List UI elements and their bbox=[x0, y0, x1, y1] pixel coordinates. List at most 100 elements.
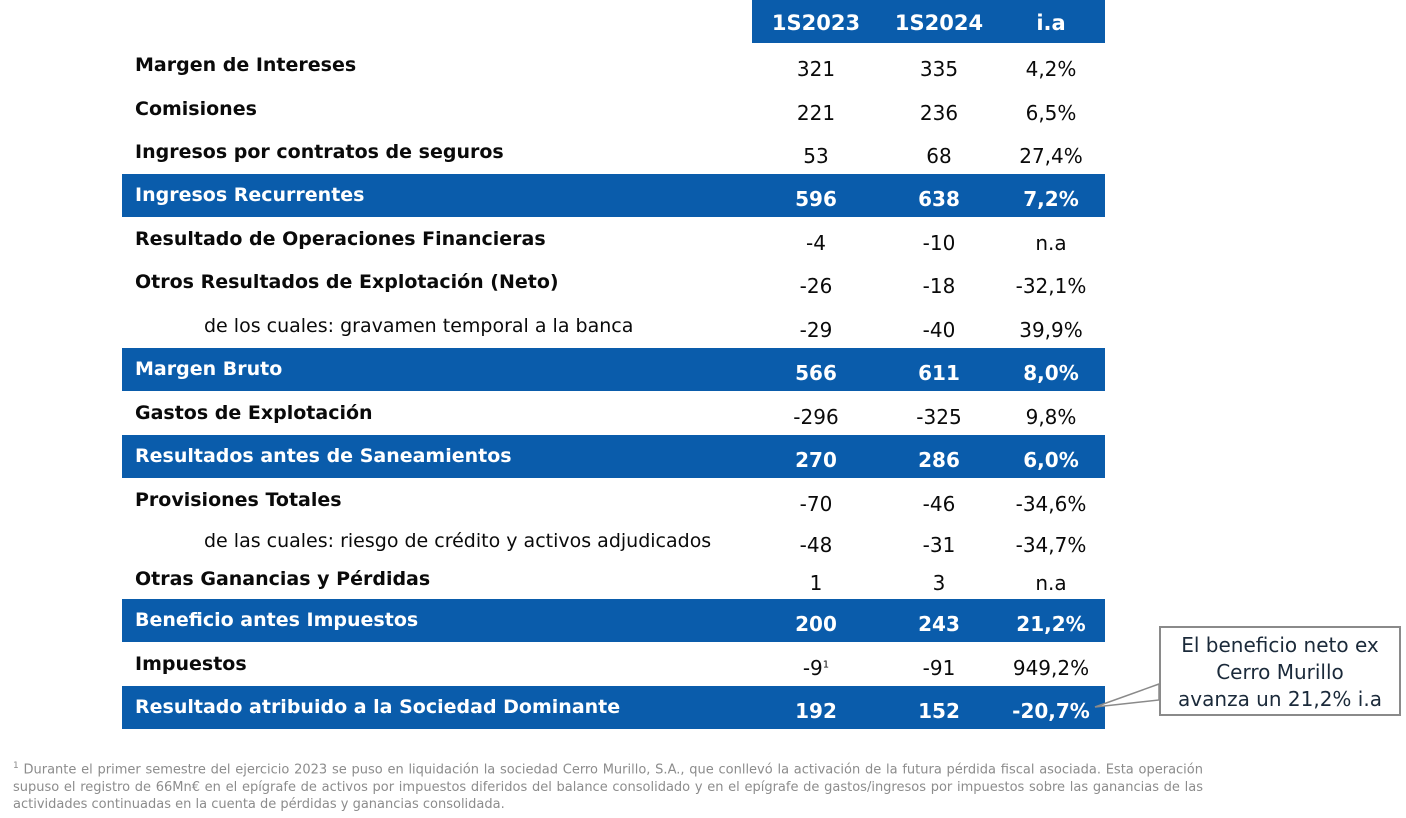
cell-1s2023: 53 bbox=[757, 144, 875, 168]
cell-value: 53 bbox=[803, 144, 829, 168]
row-label: Margen de Intereses bbox=[135, 54, 357, 76]
row-label: Margen Bruto bbox=[135, 358, 283, 380]
cell-value: -10 bbox=[922, 231, 956, 255]
cell-value: 39,9% bbox=[1019, 318, 1083, 342]
callout-line-1: El beneficio neto ex bbox=[1181, 633, 1379, 657]
table-row: Margen de Intereses 321 335 4,2% bbox=[122, 44, 1105, 87]
cell-ia: n.a bbox=[992, 231, 1110, 255]
cell-value: 596 bbox=[795, 187, 837, 211]
table-row: Beneficio antes Impuestos 200 243 21,2% bbox=[122, 599, 1105, 642]
row-label: Resultado de Operaciones Financieras bbox=[135, 228, 546, 250]
cell-1s2024: -31 bbox=[880, 533, 998, 557]
cell-value: 566 bbox=[795, 361, 837, 385]
cell-1s2024: 286 bbox=[880, 448, 998, 472]
table-row: Otros Resultados de Explotación (Neto) -2… bbox=[122, 261, 1105, 304]
row-label: Resultados antes de Saneamientos bbox=[135, 445, 512, 467]
table-row: Otras Ganancias y Pérdidas 1 3 n.a bbox=[122, 558, 1105, 601]
cell-value: 200 bbox=[795, 612, 837, 636]
cell-value: 192 bbox=[795, 699, 837, 723]
cell-ia: 4,2% bbox=[992, 57, 1110, 81]
table-row: Impuestos -91 -91 949,2% bbox=[122, 643, 1105, 686]
table-row: Margen Bruto 566 611 8,0% bbox=[122, 348, 1105, 391]
cell-1s2024: 335 bbox=[880, 57, 998, 81]
cell-ia: 949,2% bbox=[992, 656, 1110, 680]
cell-value: 221 bbox=[796, 101, 836, 125]
cell-value: 7,2% bbox=[1023, 187, 1079, 211]
row-label: Impuestos bbox=[135, 653, 247, 675]
cell-value: 243 bbox=[918, 612, 960, 636]
cell-1s2023: -26 bbox=[757, 274, 875, 298]
table-row: Ingresos por contratos de seguros 53 68 27,… bbox=[122, 131, 1105, 174]
cell-ia: 8,0% bbox=[992, 361, 1110, 385]
cell-value: 3 bbox=[932, 571, 946, 595]
cell-value: n.a bbox=[1035, 571, 1067, 595]
cell-1s2024: 638 bbox=[880, 187, 998, 211]
cell-ia: n.a bbox=[992, 571, 1110, 595]
header-1s2024: 1S2024 bbox=[894, 11, 984, 35]
cell-value: 638 bbox=[918, 187, 960, 211]
cell-value: 236 bbox=[919, 101, 959, 125]
cell-value: -26 bbox=[799, 274, 833, 298]
cell-1s2023: -48 bbox=[757, 533, 875, 557]
cell-value: -91 bbox=[922, 656, 956, 680]
cell-1s2023: -29 bbox=[757, 318, 875, 342]
callout-box: El beneficio neto ex Cerro Murillo avanz… bbox=[1159, 626, 1401, 716]
cell-value: -32,1% bbox=[1015, 274, 1087, 298]
row-label: Gastos de Explotación bbox=[135, 402, 373, 424]
cell-value: -34,6% bbox=[1015, 492, 1087, 516]
cell-value: -34,7% bbox=[1015, 533, 1087, 557]
cell-ia: 39,9% bbox=[992, 318, 1110, 342]
cell-value: 8,0% bbox=[1023, 361, 1079, 385]
cell-1s2024: 243 bbox=[880, 612, 998, 636]
cell-1s2023: 192 bbox=[757, 699, 875, 723]
cell-1s2024: 152 bbox=[880, 699, 998, 723]
cell-1s2024: -91 bbox=[880, 656, 998, 680]
cell-1s2023: 200 bbox=[757, 612, 875, 636]
table-row: Resultado atribuido a la Sociedad Domina… bbox=[122, 686, 1105, 729]
table-row: Provisiones Totales -70 -46 -34,6% bbox=[122, 479, 1105, 522]
cell-value: 611 bbox=[918, 361, 960, 385]
footnote: 1 Durante el primer semestre del ejercic… bbox=[13, 758, 1203, 814]
cell-value: 27,4% bbox=[1019, 144, 1083, 168]
cell-ia: 6,5% bbox=[992, 101, 1110, 125]
table-row: Resultado de Operaciones Financieras -4 -1… bbox=[122, 218, 1105, 261]
cell-ia: 9,8% bbox=[992, 405, 1110, 429]
table-header: 1S2023 1S2024 i.a bbox=[752, 0, 1105, 43]
cell-ia: -32,1% bbox=[992, 274, 1110, 298]
cell-value: 949,2% bbox=[1012, 656, 1090, 680]
cell-value: 152 bbox=[918, 699, 960, 723]
cell-value: -48 bbox=[799, 533, 833, 557]
table-row: Comisiones 221 236 6,5% bbox=[122, 88, 1105, 131]
cell-value: -70 bbox=[799, 492, 833, 516]
cell-value: 335 bbox=[919, 57, 959, 81]
cell-1s2023: 221 bbox=[757, 101, 875, 125]
cell-value: -31 bbox=[922, 533, 956, 557]
cell-value: -40 bbox=[922, 318, 956, 342]
row-label: Provisiones Totales bbox=[135, 489, 342, 511]
row-label: Ingresos por contratos de seguros bbox=[135, 141, 504, 163]
row-label: de las cuales: riesgo de crédito y activ… bbox=[204, 530, 712, 552]
cell-1s2024: 236 bbox=[880, 101, 998, 125]
cell-1s2024: -325 bbox=[880, 405, 998, 429]
callout-line-3: avanza un 21,2% i.a bbox=[1178, 687, 1382, 711]
cell-value: 6,5% bbox=[1025, 101, 1077, 125]
cell-value: 270 bbox=[795, 448, 837, 472]
cell-ia: 21,2% bbox=[992, 612, 1110, 636]
table-row: de las cuales: riesgo de crédito y activ… bbox=[122, 520, 1105, 558]
cell-value: -4 bbox=[806, 231, 826, 255]
cell-1s2024: 611 bbox=[880, 361, 998, 385]
cell-value: -296 bbox=[793, 405, 839, 429]
cell-value: -9 bbox=[802, 656, 823, 680]
row-label: Ingresos Recurrentes bbox=[135, 184, 365, 206]
cell-1s2024: -40 bbox=[880, 318, 998, 342]
table-row: de los cuales: gravamen temporal a la ba… bbox=[122, 305, 1105, 343]
cell-value: 1 bbox=[809, 571, 823, 595]
row-label: Beneficio antes Impuestos bbox=[135, 609, 419, 631]
cell-1s2023: 596 bbox=[757, 187, 875, 211]
cell-value: 4,2% bbox=[1025, 57, 1077, 81]
cell-value: 68 bbox=[926, 144, 952, 168]
table-row: Resultados antes de Saneamientos 270 286 6,… bbox=[122, 435, 1105, 478]
header-ia: i.a bbox=[1036, 11, 1066, 35]
cell-value: -18 bbox=[922, 274, 956, 298]
footnote-text: Durante el primer semestre del ejercicio… bbox=[13, 762, 1203, 813]
